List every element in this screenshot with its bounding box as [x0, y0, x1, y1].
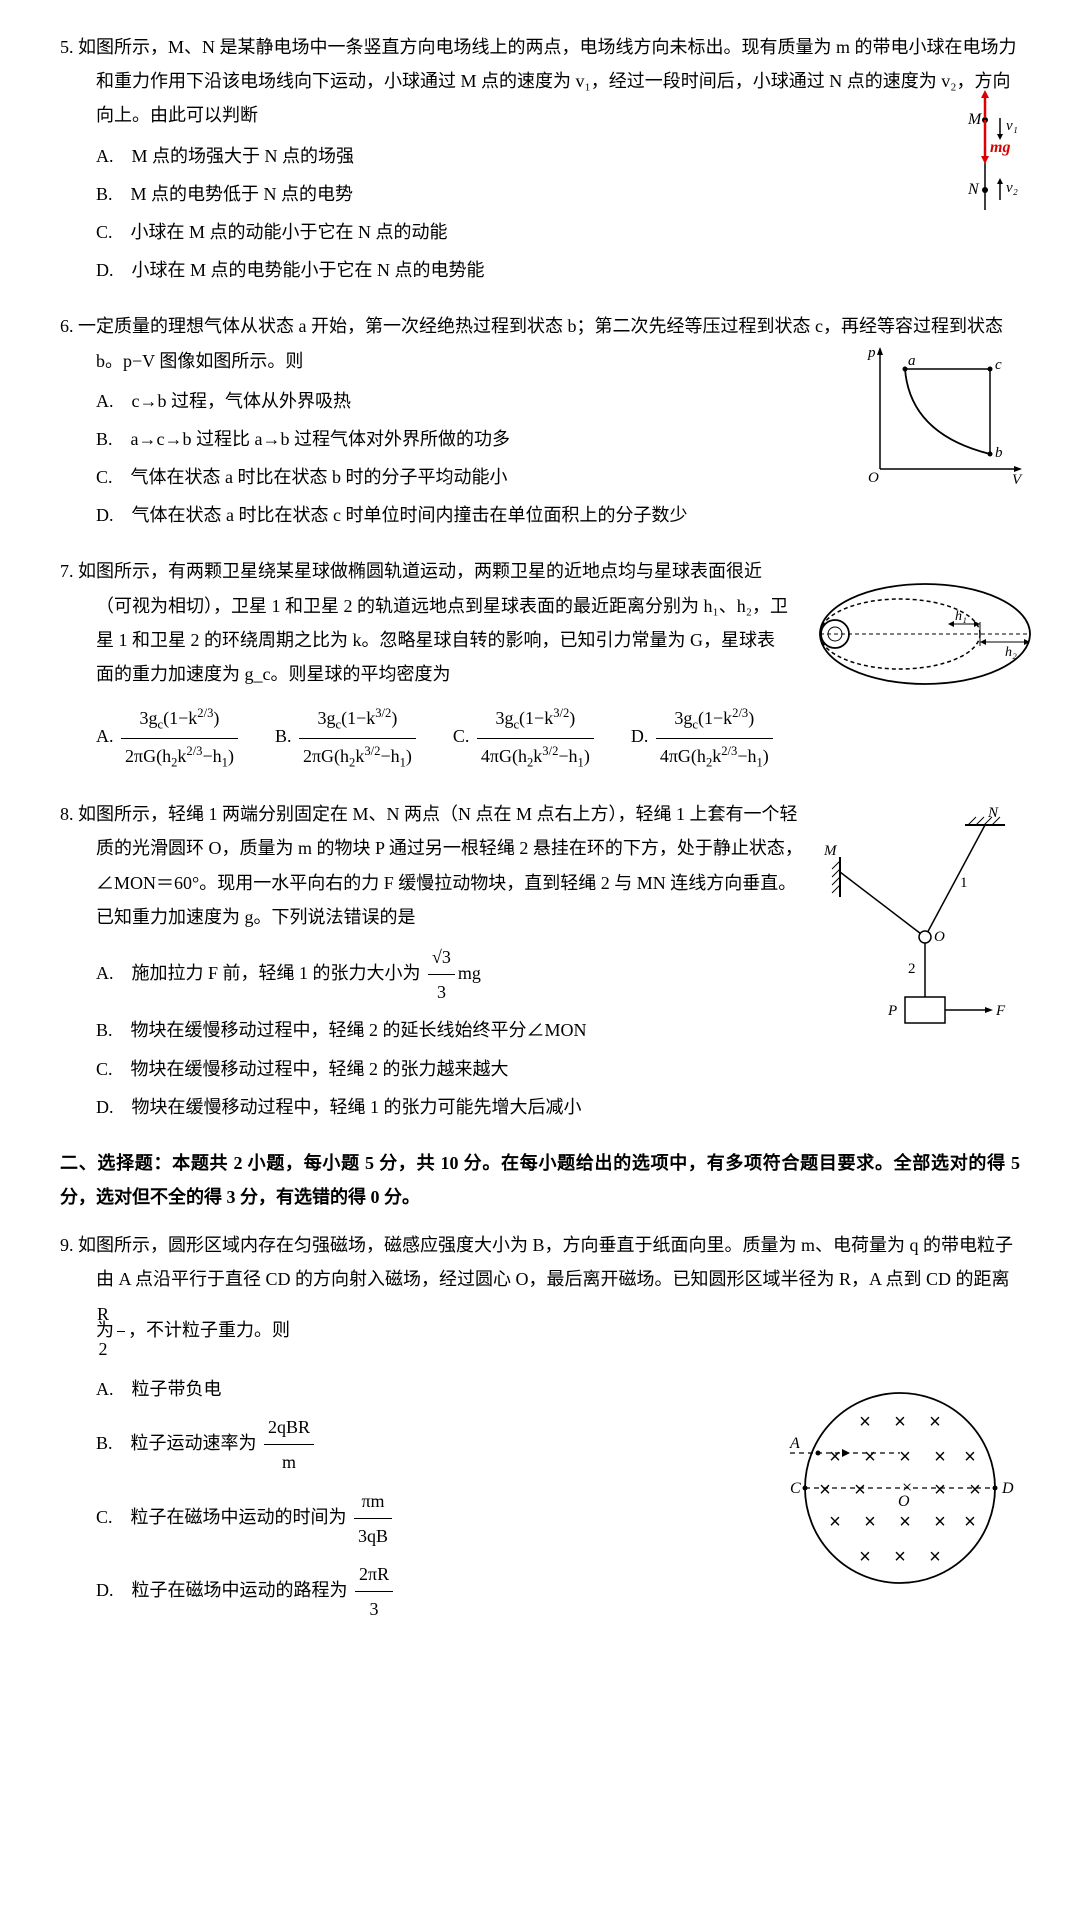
svg-text:×: ×: [894, 1546, 906, 1568]
q6-fig-b: b: [995, 445, 1003, 461]
svg-text:×: ×: [859, 1546, 871, 1568]
q8-fig-O: O: [934, 929, 945, 945]
q6-figure: p V O a c b: [860, 339, 1030, 500]
opt-label: D.: [631, 726, 649, 746]
q8-stem-text: 如图所示，轻绳 1 两端分别固定在 M、N 两点（N 点在 M 点右上方），轻绳…: [78, 804, 803, 927]
q9-b-pre: B. 粒子运动速率为: [96, 1433, 257, 1453]
q5-fig-N: N: [967, 181, 980, 198]
q7-fig-h1: h₁: [955, 609, 967, 624]
q7-options: A. 3gc(1−k2/3)2πG(h2k2/3−h1) B. 3gc(1−k3…: [96, 701, 1020, 775]
q5-opt-d: D. 小球在 M 点的电势能小于它在 N 点的电势能: [96, 253, 1020, 287]
q7-opt-c: C. 3gc(1−k3/2)4πG(h2k3/2−h1): [453, 701, 597, 775]
svg-text:×: ×: [964, 1446, 976, 1468]
frac-num: R: [117, 1297, 125, 1332]
svg-text:×: ×: [934, 1479, 946, 1501]
q7-opt-d: D. 3gc(1−k2/3)4πG(h2k2/3−h1): [631, 701, 776, 775]
q6-fig-a: a: [908, 353, 916, 369]
frac-den: 3: [428, 975, 455, 1009]
q5-stem: 5. 如图所示，M、N 是某静电场中一条竖直方向电场线上的两点，电场线方向未标出…: [96, 30, 1020, 133]
svg-text:×: ×: [929, 1411, 941, 1433]
q9-number: 9.: [60, 1235, 74, 1255]
q7-number: 7.: [60, 561, 74, 581]
q5-fig-mg: mg: [990, 139, 1010, 156]
svg-text:×: ×: [864, 1446, 876, 1468]
svg-text:×: ×: [934, 1446, 946, 1468]
svg-text:×: ×: [902, 1477, 912, 1497]
q8-opt-d: D. 物块在缓慢移动过程中，轻绳 1 的张力可能先增大后减小: [96, 1090, 1020, 1124]
svg-text:×: ×: [934, 1511, 946, 1533]
svg-text:×: ×: [894, 1411, 906, 1433]
q6-number: 6.: [60, 316, 74, 336]
q9-c-pre: C. 粒子在磁场中运动的时间为: [96, 1506, 347, 1526]
svg-text:×: ×: [929, 1546, 941, 1568]
svg-text:×: ×: [854, 1479, 866, 1501]
q5-figure: M N v₁ v₂ mg: [940, 90, 1030, 241]
svg-text:×: ×: [964, 1511, 976, 1533]
q5-options: A. M 点的场强大于 N 点的场强 B. M 点的电势低于 N 点的电势 C.…: [60, 139, 1020, 288]
svg-text:×: ×: [899, 1511, 911, 1533]
question-7: 7. 如图所示，有两颗卫星绕某星球做椭圆轨道运动，两颗卫星的近地点均与星球表面很…: [60, 554, 1020, 775]
question-8: 8. 如图所示，轻绳 1 两端分别固定在 M、N 两点（N 点在 M 点右上方）…: [60, 797, 1020, 1124]
q5-number: 5.: [60, 37, 74, 57]
q8-fig-N: N: [987, 805, 999, 821]
q7-opt-a: A. 3gc(1−k2/3)2πG(h2k2/3−h1): [96, 701, 241, 775]
question-5: 5. 如图所示，M、N 是某静电场中一条竖直方向电场线上的两点，电场线方向未标出…: [60, 30, 1020, 287]
q5-fig-M: M: [967, 111, 983, 128]
frac-den: 2: [117, 1332, 125, 1366]
q5-fig-v1: v₁: [1006, 118, 1018, 134]
q5-opt-b: B. M 点的电势低于 N 点的电势: [96, 177, 1020, 211]
frac-num: πm: [354, 1484, 392, 1519]
q7-opt-b: B. 3gc(1−k3/2)2πG(h2k3/2−h1): [275, 701, 419, 775]
q5-fig-v2: v₂: [1006, 180, 1018, 196]
q8-opt-c: C. 物块在缓慢移动过程中，轻绳 2 的张力越来越大: [96, 1052, 1020, 1086]
section-2-header: 二、选择题：本题共 2 小题，每小题 5 分，共 10 分。在每小题给出的选项中…: [60, 1146, 1020, 1214]
frac-den: 3qB: [354, 1519, 392, 1553]
q9-fig-D: D: [1001, 1480, 1014, 1497]
frac-den: 3: [355, 1592, 393, 1626]
q8-fig-n2: 2: [908, 961, 916, 977]
q9-fig-A: A: [789, 1435, 800, 1452]
frac-num: √3: [428, 940, 455, 975]
q8-fig-n1: 1: [960, 875, 968, 891]
q7-fig-h2: h₂: [1005, 645, 1017, 660]
svg-text:×: ×: [969, 1479, 981, 1501]
q9-fig-C: C: [790, 1480, 801, 1497]
svg-text:×: ×: [829, 1511, 841, 1533]
q8-fig-P: P: [887, 1003, 897, 1019]
q5-stem-text: 如图所示，M、N 是某静电场中一条竖直方向电场线上的两点，电场线方向未标出。现有…: [78, 37, 1017, 125]
q7-stem-text: 如图所示，有两颗卫星绕某星球做椭圆轨道运动，两颗卫星的近地点均与星球表面很近（可…: [78, 561, 788, 684]
q5-opt-a: A. M 点的场强大于 N 点的场强: [96, 139, 1020, 173]
q9-figure: ××× ××××× ×××× ××××× ××× C D O × A: [770, 1378, 1030, 1609]
svg-text:×: ×: [819, 1479, 831, 1501]
opt-label: A.: [96, 726, 114, 746]
q6-fig-V: V: [1012, 472, 1023, 488]
question-6: 6. 一定质量的理想气体从状态 a 开始，第一次经绝热过程到状态 b；第二次先经…: [60, 309, 1020, 532]
opt-label: C.: [453, 726, 470, 746]
q8-a-post: mg: [458, 963, 481, 983]
frac-den: m: [264, 1445, 314, 1479]
svg-text:×: ×: [864, 1511, 876, 1533]
question-9: 9. 如图所示，圆形区域内存在匀强磁场，磁感应强度大小为 B，方向垂直于纸面向里…: [60, 1228, 1020, 1626]
q6-opt-d: D. 气体在状态 a 时比在状态 c 时单位时间内撞击在单位面积上的分子数少: [96, 498, 1020, 532]
q8-number: 8.: [60, 804, 74, 824]
q9-stem: 9. 如图所示，圆形区域内存在匀强磁场，磁感应强度大小为 B，方向垂直于纸面向里…: [96, 1228, 1020, 1366]
q6-fig-O: O: [868, 470, 879, 486]
svg-text:×: ×: [899, 1446, 911, 1468]
q6-fig-p: p: [867, 345, 876, 361]
q8-fig-M: M: [823, 843, 838, 859]
q8-a-pre: A. 施加拉力 F 前，轻绳 1 的张力大小为: [96, 963, 421, 983]
svg-text:×: ×: [859, 1411, 871, 1433]
q6-fig-c: c: [995, 357, 1002, 373]
q8-fig-F: F: [995, 1003, 1006, 1019]
q9-d-pre: D. 粒子在磁场中运动的路程为: [96, 1580, 348, 1600]
q5-opt-c: C. 小球在 M 点的动能小于它在 N 点的动能: [96, 215, 1020, 249]
frac-num: 2qBR: [264, 1410, 314, 1445]
svg-text:×: ×: [829, 1446, 841, 1468]
cross-field-icon: × × × × × × × × × × × × × × × × × × × ×: [819, 1411, 981, 1568]
q7-figure: h₁ h₂: [810, 574, 1040, 705]
opt-label: B.: [275, 726, 292, 746]
q9-stem-post: ，不计粒子重力。则: [128, 1319, 290, 1339]
frac-num: 2πR: [355, 1557, 393, 1592]
q8-figure: N M 1 O 2 P F: [820, 807, 1020, 1048]
